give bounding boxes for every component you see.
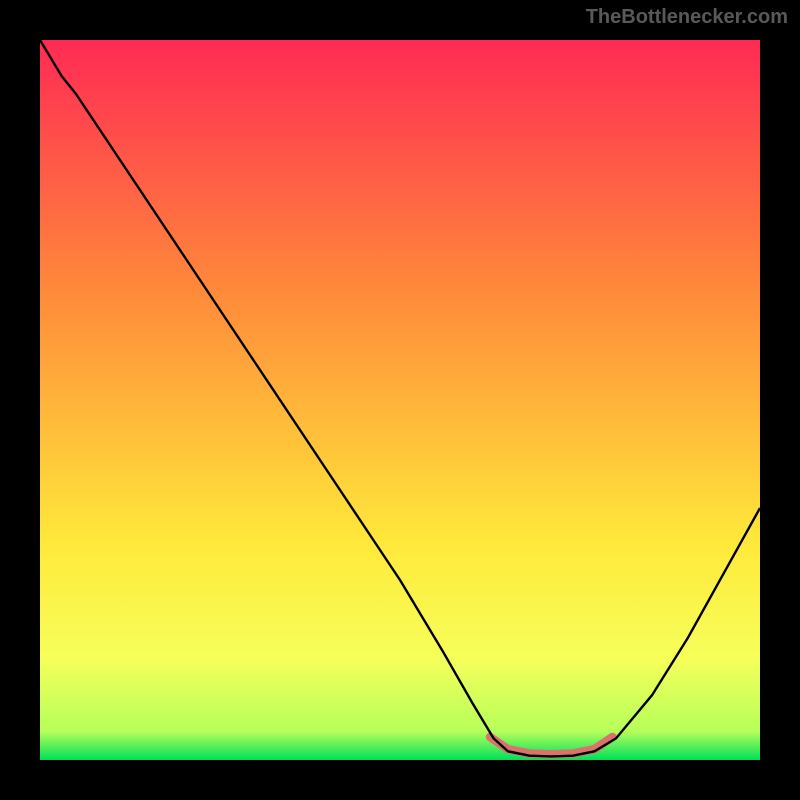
chart-gradient-background bbox=[40, 40, 760, 760]
chart-container: TheBottlenecker.com bbox=[0, 0, 800, 800]
bottleneck-chart bbox=[0, 0, 800, 800]
